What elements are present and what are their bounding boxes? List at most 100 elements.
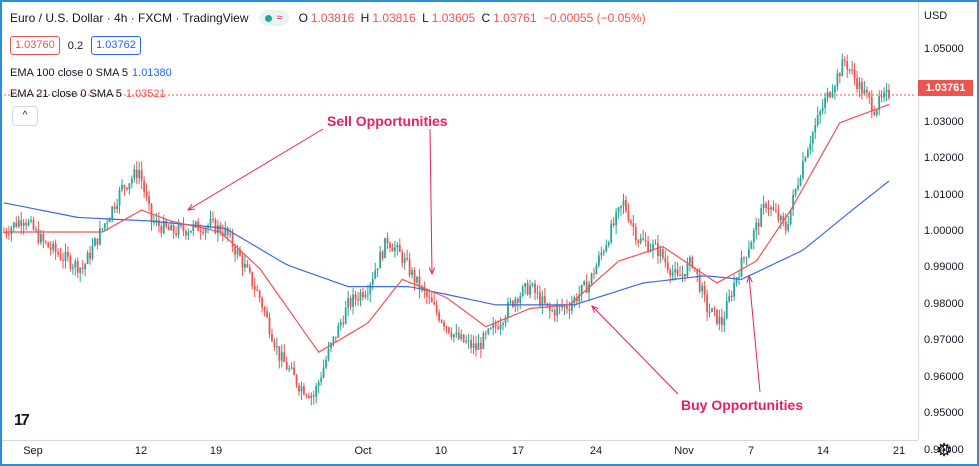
- candle-body: [472, 343, 475, 348]
- candle-body: [17, 220, 20, 227]
- buy-price-button[interactable]: 1.03762: [91, 36, 141, 55]
- candle-body: [219, 225, 222, 233]
- candle-body: [846, 61, 849, 70]
- candle-body: [566, 305, 568, 309]
- candle-body: [708, 311, 711, 313]
- candle-body: [703, 285, 706, 295]
- candle-body: [37, 229, 40, 243]
- candle-body: [59, 254, 62, 260]
- candle-body: [698, 274, 701, 292]
- candle-body: [121, 185, 123, 190]
- candle-body: [480, 342, 482, 349]
- candle-body: [598, 255, 600, 266]
- gear-icon[interactable]: ⚙: [936, 440, 953, 460]
- y-tick-label: 0.95000: [924, 407, 964, 420]
- market-status-pill[interactable]: ≈: [258, 10, 289, 26]
- candle-body: [182, 225, 185, 231]
- ema21-value: 1.03521: [125, 88, 166, 100]
- candle-body: [42, 234, 45, 242]
- ohlc-readout: O 1.03816 H 1.03816 L 1.03605 C 1.03761 −0.0…: [299, 11, 649, 25]
- price-axis[interactable]: [918, 2, 978, 440]
- candle-body: [391, 247, 394, 252]
- candle-body: [103, 223, 106, 229]
- buy-opportunities-label: Buy Opportunities: [681, 397, 804, 413]
- candle-body: [450, 332, 453, 338]
- candle-body: [86, 252, 89, 264]
- candle-body: [244, 263, 246, 268]
- candle-body: [39, 234, 42, 243]
- candle-body: [98, 228, 101, 245]
- candle-body: [440, 320, 443, 323]
- candle-body: [226, 227, 229, 236]
- candle-body: [413, 270, 416, 283]
- candle-body: [750, 242, 753, 250]
- currency-label[interactable]: USD: [924, 10, 948, 22]
- candle-body: [332, 336, 335, 343]
- ema21-legend[interactable]: EMA 21 close 0 SMA 5 1.03521: [10, 88, 166, 100]
- candle-body: [76, 260, 79, 273]
- x-tick-label: 17: [511, 445, 525, 457]
- candle-body: [802, 161, 804, 178]
- candle-body: [411, 270, 413, 275]
- pill-label: ≈: [276, 12, 283, 24]
- collapse-legend-button[interactable]: ^: [12, 106, 38, 126]
- candle-body: [106, 222, 109, 224]
- candle-body: [602, 251, 605, 253]
- candle-body: [711, 308, 713, 312]
- candle-body: [509, 301, 512, 303]
- candle-body: [671, 272, 674, 276]
- candle-body: [285, 362, 288, 370]
- candle-body: [826, 91, 829, 98]
- candle-body: [868, 92, 871, 98]
- candle-body: [172, 225, 175, 234]
- candle-body: [116, 205, 118, 210]
- candle-body: [89, 252, 91, 259]
- candle-body: [357, 299, 359, 301]
- candle-body: [263, 307, 266, 312]
- candle-body: [657, 243, 659, 257]
- candle-body: [253, 286, 256, 290]
- symbol-title[interactable]: Euro / U.S. Dollar · 4h · FXCM · Trading…: [10, 11, 249, 25]
- candle-body: [529, 285, 531, 295]
- candle-body: [35, 229, 37, 231]
- candle-body: [448, 327, 450, 333]
- candle-body: [79, 267, 82, 273]
- candle-body: [688, 257, 691, 264]
- candle-body: [111, 206, 114, 219]
- candle-body: [133, 169, 136, 179]
- candle-body: [229, 233, 232, 236]
- candle-body: [256, 289, 259, 291]
- candle-body: [148, 196, 150, 204]
- candle-body: [853, 69, 856, 79]
- candle-body: [701, 285, 704, 292]
- candle-body: [856, 78, 858, 90]
- candle-body: [787, 224, 790, 231]
- candle-body: [339, 322, 342, 326]
- candle-body: [96, 238, 99, 245]
- candle-body: [438, 312, 441, 321]
- tradingview-logo-icon[interactable]: 17: [14, 412, 30, 429]
- candle-body: [639, 238, 642, 243]
- candle-body: [150, 203, 153, 222]
- candle-body: [185, 230, 187, 236]
- candle-body: [216, 225, 219, 234]
- candle-body: [170, 225, 173, 231]
- buy-arrow-1: [591, 305, 679, 395]
- candle-body: [295, 375, 298, 386]
- candle-body: [716, 309, 718, 324]
- candle-body: [816, 115, 819, 126]
- ema100-legend[interactable]: EMA 100 close 0 SMA 5 1.01380: [10, 67, 172, 79]
- candle-body: [568, 308, 571, 311]
- sell-price-button[interactable]: 1.03760: [10, 36, 60, 55]
- candle-body: [570, 303, 573, 311]
- candle-body: [251, 271, 254, 287]
- time-axis[interactable]: [2, 440, 918, 465]
- candle-body: [526, 283, 529, 295]
- x-tick-label: 21: [892, 445, 906, 457]
- candle-body: [706, 294, 708, 313]
- candle-body: [310, 395, 313, 398]
- candle-body: [381, 251, 384, 259]
- x-tick-label: Nov: [674, 445, 694, 457]
- candle-body: [258, 290, 261, 299]
